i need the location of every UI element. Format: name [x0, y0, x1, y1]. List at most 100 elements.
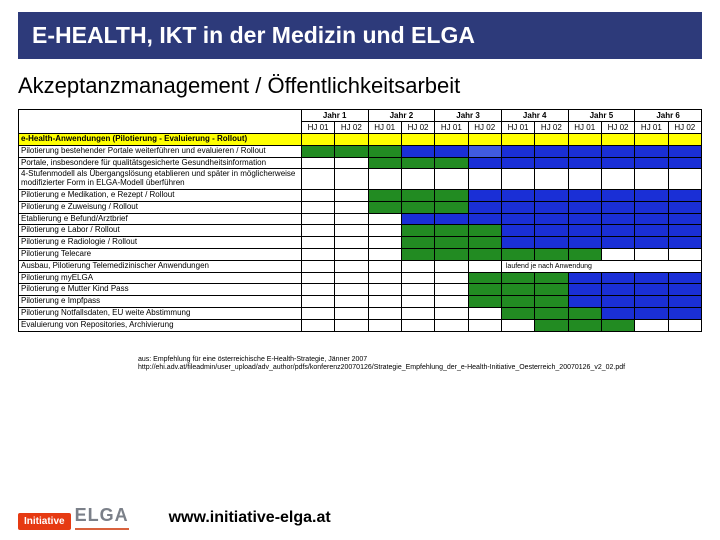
- gantt-cell: [635, 145, 668, 157]
- gantt-cell: [368, 201, 401, 213]
- table-row: Pilotierung e Zuweisung / Rollout: [19, 201, 702, 213]
- gantt-cell: [335, 284, 368, 296]
- table-row: Pilotierung Notfallsdaten, EU weite Abst…: [19, 307, 702, 319]
- gantt-cell: [535, 169, 568, 190]
- hj-head: HJ 02: [468, 122, 501, 134]
- gantt-cell: [568, 237, 601, 249]
- gantt-cell: [435, 157, 468, 169]
- row-label: Pilotierung e Labor / Rollout: [19, 225, 302, 237]
- gantt-cell: [668, 225, 701, 237]
- gantt-cell: [601, 145, 634, 157]
- gantt-cell: [535, 284, 568, 296]
- runtime-note: laufend je nach Anwendung: [501, 260, 701, 272]
- gantt-cell: [601, 237, 634, 249]
- gantt-cell: [301, 145, 334, 157]
- gantt-cell: [668, 213, 701, 225]
- hj-head: HJ 01: [301, 122, 334, 134]
- gantt-cell: [501, 284, 534, 296]
- gantt-cell: [601, 189, 634, 201]
- gantt-cell: [501, 319, 534, 331]
- gantt-cell: [635, 248, 668, 260]
- row-label: Evaluierung von Repositories, Archivieru…: [19, 319, 302, 331]
- gantt-cell: [368, 319, 401, 331]
- gantt-cell: [401, 169, 434, 190]
- gantt-cell: [401, 260, 434, 272]
- gantt-cell: [468, 284, 501, 296]
- gantt-cell: [368, 157, 401, 169]
- gantt-table: Jahr 1 Jahr 2 Jahr 3 Jahr 4 Jahr 5 Jahr …: [18, 109, 702, 332]
- gantt-cell: [501, 272, 534, 284]
- gantt-cell: [635, 284, 668, 296]
- row-label: Portale, insbesondere für qualitätsgesic…: [19, 157, 302, 169]
- gantt-cell: [301, 260, 334, 272]
- gantt-cell: [668, 145, 701, 157]
- gantt-cell: [535, 145, 568, 157]
- gantt-cell: [535, 225, 568, 237]
- gantt-cell: [301, 237, 334, 249]
- gantt-cell: [635, 169, 668, 190]
- gantt-cell: [401, 157, 434, 169]
- gantt-cell: [401, 296, 434, 308]
- gantt-cell: [301, 272, 334, 284]
- table-row: Pilotierung bestehender Portale weiterfü…: [19, 145, 702, 157]
- gantt-cell: [501, 307, 534, 319]
- gantt-cell: [568, 272, 601, 284]
- gantt-cell: [501, 237, 534, 249]
- row-label: Etablierung e Befund/Arztbrief: [19, 213, 302, 225]
- gantt-cell: [435, 225, 468, 237]
- row-label: 4-Stufenmodell als Übergangslösung etabl…: [19, 169, 302, 190]
- gantt-cell: [568, 225, 601, 237]
- gantt-cell: [468, 189, 501, 201]
- year-head: Jahr 2: [368, 110, 435, 122]
- gantt-cell: [468, 307, 501, 319]
- gantt-cell: [435, 260, 468, 272]
- gantt-cell: [568, 248, 601, 260]
- gantt-cell: [635, 319, 668, 331]
- gantt-cell: [535, 157, 568, 169]
- gantt-cell: [335, 145, 368, 157]
- gantt-cell: [668, 157, 701, 169]
- gantt-cell: [335, 157, 368, 169]
- table-row: 4-Stufenmodell als Übergangslösung etabl…: [19, 169, 702, 190]
- gantt-cell: [501, 225, 534, 237]
- gantt-cell: [335, 307, 368, 319]
- gantt-cell: [568, 145, 601, 157]
- source-line: http://ehi.adv.at/fileadmin/user_upload/…: [138, 364, 702, 372]
- gantt-cell: [635, 307, 668, 319]
- gantt-cell: [435, 201, 468, 213]
- row-label: Pilotierung e Impfpass: [19, 296, 302, 308]
- table-row: Etablierung e Befund/Arztbrief: [19, 213, 702, 225]
- year-head: Jahr 1: [301, 110, 368, 122]
- gantt-cell: [601, 307, 634, 319]
- gantt-cell: [568, 157, 601, 169]
- gantt-cell: [468, 225, 501, 237]
- source-line: aus: Empfehlung für eine österreichische…: [138, 356, 702, 364]
- gantt-cell: [368, 213, 401, 225]
- gantt-cell: [535, 201, 568, 213]
- gantt-cell: [668, 284, 701, 296]
- gantt-cell: [568, 307, 601, 319]
- gantt-cell: [468, 248, 501, 260]
- gantt-cell: [301, 296, 334, 308]
- gantt-cell: [501, 157, 534, 169]
- footer-url: www.initiative-elga.at: [169, 509, 331, 527]
- gantt-cell: [635, 213, 668, 225]
- gantt-cell: [301, 169, 334, 190]
- gantt-cell: [468, 213, 501, 225]
- table-row: Pilotierung e Medikation, e Rezept / Rol…: [19, 189, 702, 201]
- row-label: Pilotierung bestehender Portale weiterfü…: [19, 145, 302, 157]
- table-row: Pilotierung myELGA: [19, 272, 702, 284]
- year-head: Jahr 4: [501, 110, 568, 122]
- gantt-cell: [435, 319, 468, 331]
- row-label: Pilotierung e Mutter Kind Pass: [19, 284, 302, 296]
- gantt-cell: [401, 213, 434, 225]
- gantt-cell: [535, 237, 568, 249]
- gantt-cell: [301, 213, 334, 225]
- year-head: Jahr 3: [435, 110, 502, 122]
- gantt-cell: [335, 169, 368, 190]
- gantt-cell: [601, 169, 634, 190]
- gantt-cell: [535, 296, 568, 308]
- gantt-cell: [435, 307, 468, 319]
- row-label: Pilotierung Notfallsdaten, EU weite Abst…: [19, 307, 302, 319]
- gantt-cell: [401, 145, 434, 157]
